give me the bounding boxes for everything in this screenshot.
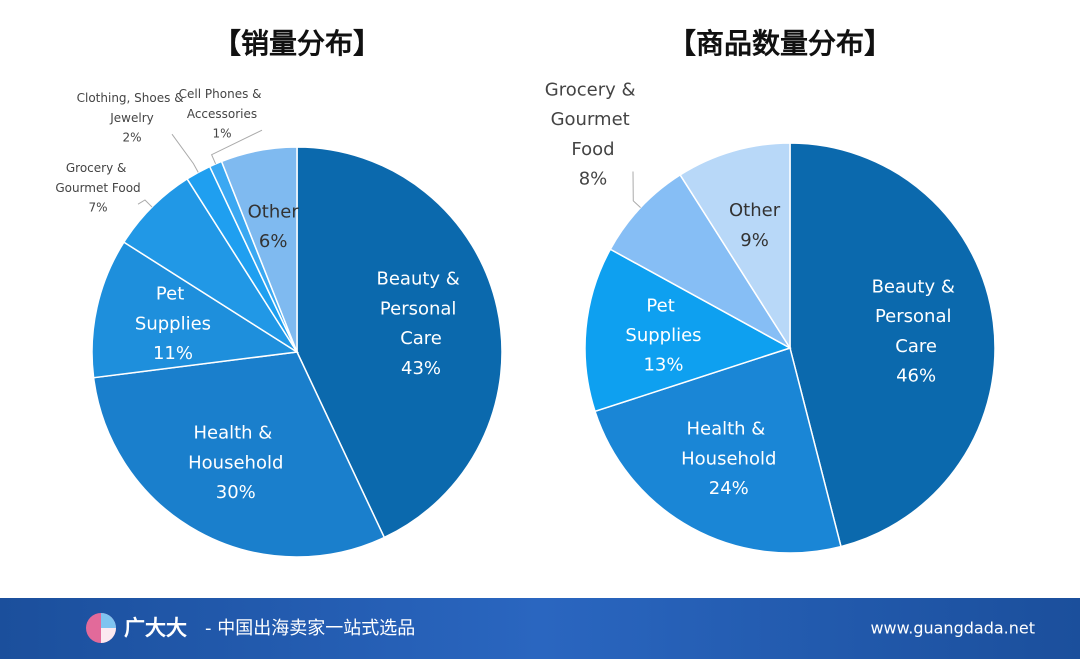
value-label: 1% [212, 126, 231, 140]
pie-slice [789, 142, 996, 548]
slice-label: Beauty & Personal Care [377, 269, 466, 349]
value-label: 30% [216, 482, 256, 503]
pie-slice [594, 347, 842, 554]
pie-slice [609, 173, 791, 349]
value-label: 24% [709, 478, 749, 499]
pie-slice [220, 146, 298, 353]
slice-label: Grocery & Gourmet Food [55, 161, 140, 195]
logo [86, 613, 116, 643]
chart-title: 【销量分布】 [213, 27, 381, 60]
value-label: 13% [643, 355, 683, 376]
chart-title: 【商品数量分布】 [668, 27, 892, 60]
pie-slice [92, 351, 386, 558]
value-label: 11% [153, 343, 193, 364]
slice-label: Other [729, 200, 781, 221]
slice-label: Health & Household [188, 423, 283, 474]
slice-label: Beauty & Personal Care [872, 277, 961, 357]
slice-label: Pet Supplies [135, 284, 211, 335]
slice-label: Cell Phones & Accessories [179, 87, 266, 121]
pie-slice [679, 142, 791, 351]
slice-label: Clothing, Shoes & Jewelry [77, 91, 188, 125]
leader-line [137, 199, 153, 208]
footer-slogan: - 中国出海卖家一站式选品 [205, 618, 415, 639]
footer-url: www.guangdada.net [870, 619, 1035, 638]
leader-line [171, 133, 199, 173]
leader-line [210, 129, 263, 165]
value-label: 43% [401, 358, 441, 379]
value-label: 46% [896, 366, 936, 387]
value-label: 9% [740, 230, 769, 251]
slice-label: Pet Supplies [625, 295, 701, 346]
value-label: 6% [259, 231, 288, 252]
leader-line [632, 171, 641, 209]
footer-brand: 广大大 [124, 616, 187, 640]
value-label: 8% [579, 169, 608, 190]
pie-slice [91, 241, 300, 379]
slice-label: Health & Household [681, 419, 776, 470]
value-label: 2% [122, 130, 141, 144]
slice-label: Grocery & Gourmet Food [545, 79, 641, 159]
pie-slice [584, 248, 792, 413]
value-label: 7% [88, 200, 107, 214]
slice-label: Other [248, 201, 300, 222]
footer-bar [0, 598, 1080, 659]
pie-slice [296, 146, 503, 539]
